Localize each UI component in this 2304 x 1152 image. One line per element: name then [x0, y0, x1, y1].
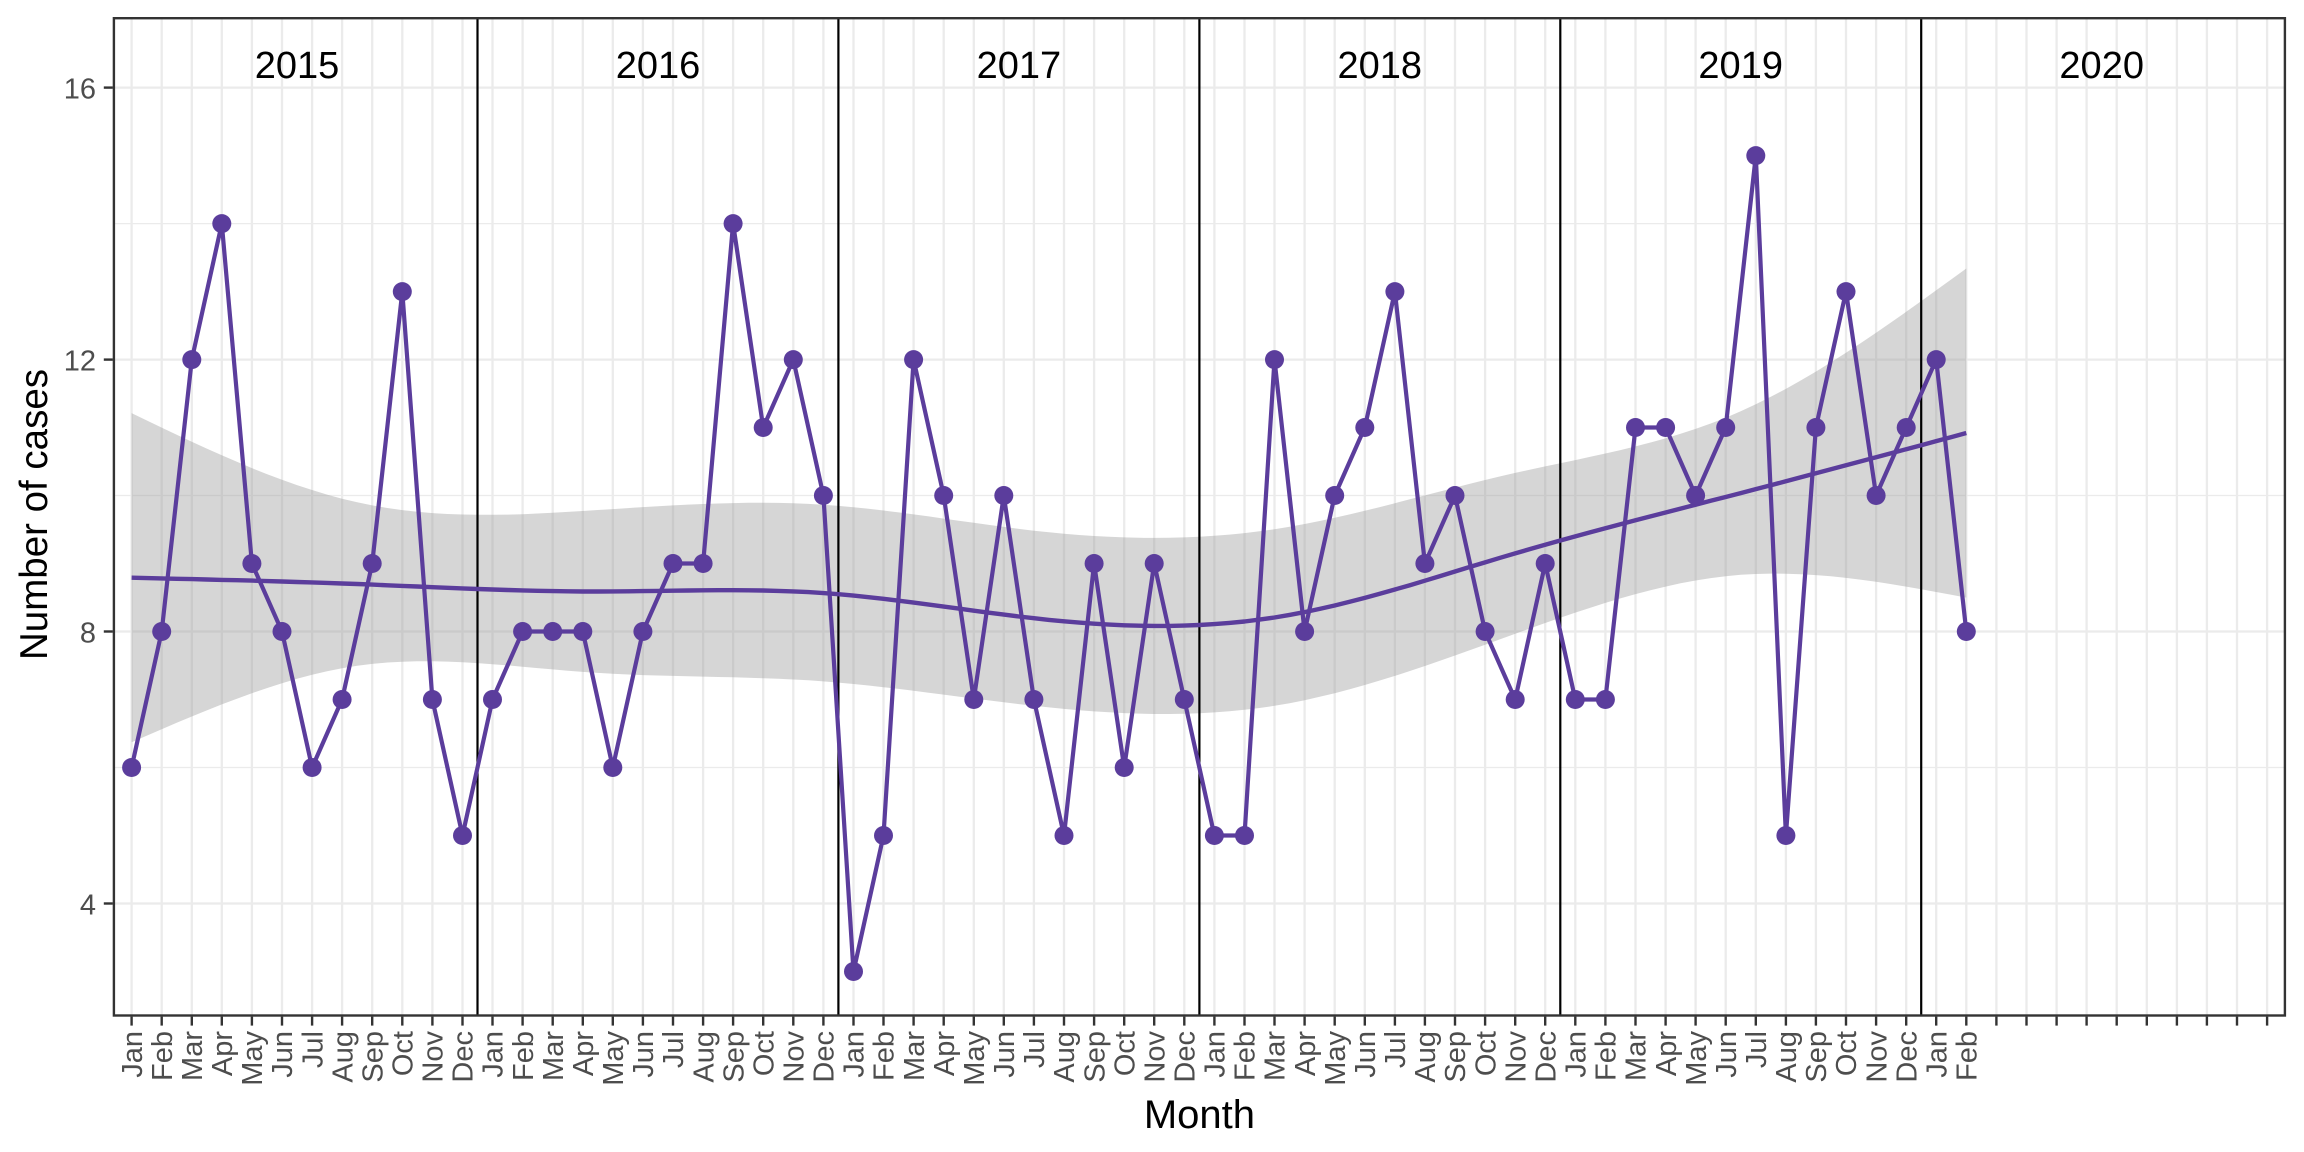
svg-text:Jun: Jun — [267, 1031, 299, 1078]
svg-text:Mar: Mar — [1621, 1031, 1653, 1081]
svg-text:May: May — [237, 1031, 269, 1086]
svg-text:Jul: Jul — [1019, 1031, 1051, 1068]
svg-text:Jul: Jul — [1380, 1031, 1412, 1068]
svg-text:Sep: Sep — [1801, 1031, 1833, 1083]
svg-text:Month: Month — [1144, 1093, 1255, 1137]
svg-text:Sep: Sep — [1440, 1031, 1472, 1083]
svg-text:Sep: Sep — [1079, 1031, 1111, 1083]
svg-text:Sep: Sep — [718, 1031, 750, 1083]
svg-text:Dec: Dec — [448, 1031, 480, 1083]
svg-text:Apr: Apr — [1651, 1031, 1683, 1076]
svg-text:Nov: Nov — [1139, 1031, 1171, 1083]
svg-text:Aug: Aug — [688, 1031, 720, 1083]
svg-text:Nov: Nov — [1861, 1031, 1893, 1083]
svg-text:Jul: Jul — [658, 1031, 690, 1068]
svg-text:Apr: Apr — [929, 1031, 961, 1076]
svg-text:Oct: Oct — [1470, 1031, 1502, 1076]
svg-text:Nov: Nov — [779, 1031, 811, 1083]
svg-text:4: 4 — [80, 889, 96, 921]
svg-text:Dec: Dec — [1170, 1031, 1202, 1083]
svg-text:Dec: Dec — [1891, 1031, 1923, 1083]
svg-text:Nov: Nov — [418, 1031, 450, 1083]
svg-text:Apr: Apr — [207, 1031, 239, 1076]
svg-text:Jan: Jan — [1200, 1031, 1232, 1078]
svg-text:May: May — [598, 1031, 630, 1086]
svg-text:Sep: Sep — [357, 1031, 389, 1083]
svg-text:2018: 2018 — [1338, 45, 1423, 87]
svg-text:Jun: Jun — [1350, 1031, 1382, 1078]
svg-text:Aug: Aug — [1410, 1031, 1442, 1083]
svg-text:Jan: Jan — [478, 1031, 510, 1078]
svg-text:Feb: Feb — [1230, 1031, 1262, 1081]
svg-text:8: 8 — [80, 617, 96, 649]
svg-text:Aug: Aug — [327, 1031, 359, 1083]
svg-text:Jan: Jan — [117, 1031, 149, 1078]
svg-text:2020: 2020 — [2059, 45, 2144, 87]
svg-text:Apr: Apr — [568, 1031, 600, 1076]
svg-text:Mar: Mar — [177, 1031, 209, 1081]
svg-text:2017: 2017 — [977, 45, 1062, 87]
svg-text:2019: 2019 — [1698, 45, 1783, 87]
svg-text:Oct: Oct — [748, 1031, 780, 1076]
svg-text:Jan: Jan — [839, 1031, 871, 1078]
svg-text:Jan: Jan — [1922, 1031, 1954, 1078]
svg-text:Feb: Feb — [508, 1031, 540, 1081]
svg-text:Feb: Feb — [1591, 1031, 1623, 1081]
svg-text:May: May — [959, 1031, 991, 1086]
svg-text:2016: 2016 — [616, 45, 701, 87]
svg-text:May: May — [1320, 1031, 1352, 1086]
svg-text:12: 12 — [64, 345, 96, 377]
svg-text:Oct: Oct — [1109, 1031, 1141, 1076]
svg-text:Feb: Feb — [869, 1031, 901, 1081]
svg-text:Apr: Apr — [1290, 1031, 1322, 1076]
svg-text:Feb: Feb — [1952, 1031, 1984, 1081]
svg-text:Jun: Jun — [1711, 1031, 1743, 1078]
svg-text:Feb: Feb — [147, 1031, 179, 1081]
svg-text:2015: 2015 — [255, 45, 340, 87]
svg-text:Mar: Mar — [1260, 1031, 1292, 1081]
svg-text:Oct: Oct — [388, 1031, 420, 1076]
svg-text:16: 16 — [64, 73, 96, 105]
svg-text:Jul: Jul — [297, 1031, 329, 1068]
svg-text:Number of cases: Number of cases — [13, 369, 56, 660]
svg-text:Dec: Dec — [809, 1031, 841, 1083]
svg-text:Jan: Jan — [1561, 1031, 1593, 1078]
svg-text:Jun: Jun — [628, 1031, 660, 1078]
svg-text:May: May — [1681, 1031, 1713, 1086]
svg-text:Oct: Oct — [1831, 1031, 1863, 1076]
svg-text:Mar: Mar — [899, 1031, 931, 1081]
svg-text:Jun: Jun — [989, 1031, 1021, 1078]
svg-text:Aug: Aug — [1771, 1031, 1803, 1083]
svg-text:Jul: Jul — [1741, 1031, 1773, 1068]
svg-text:Mar: Mar — [538, 1031, 570, 1081]
svg-text:Nov: Nov — [1500, 1031, 1532, 1083]
svg-text:Aug: Aug — [1049, 1031, 1081, 1083]
svg-text:Dec: Dec — [1530, 1031, 1562, 1083]
